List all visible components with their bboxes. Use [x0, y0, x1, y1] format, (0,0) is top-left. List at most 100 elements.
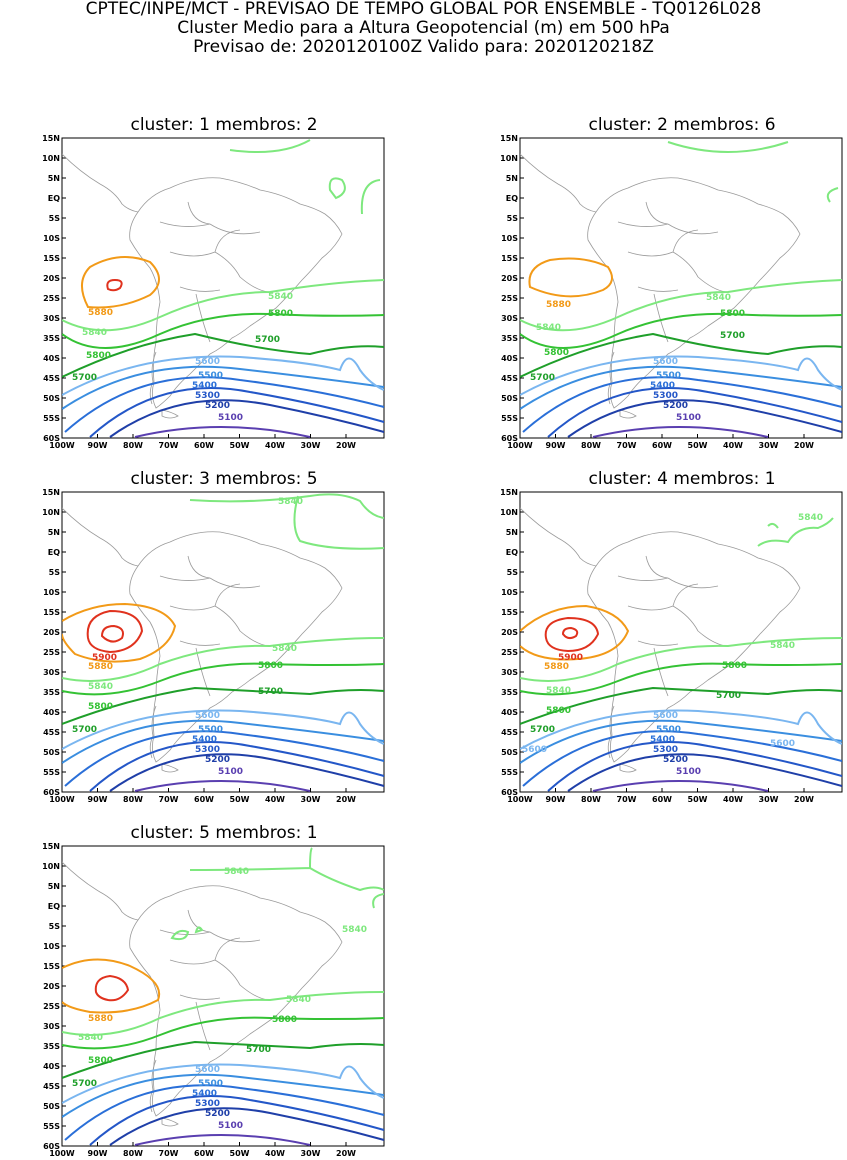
- lat-tick-label: 15N: [42, 488, 60, 497]
- contour-5600: [62, 1063, 384, 1104]
- lat-tick-label: 35S: [43, 334, 60, 343]
- lat-tick-label: 50S: [501, 394, 518, 403]
- label-5880: 5880: [546, 300, 571, 310]
- label-5300: 5300: [653, 391, 678, 401]
- lat-tick-label: 5N: [506, 174, 518, 183]
- label-5800a: 5800: [544, 348, 569, 358]
- label-5700b: 5700: [258, 687, 283, 697]
- lon-tick-label: 80W: [581, 441, 601, 450]
- contour-5200: [109, 1107, 384, 1146]
- lon-tick-label: 100W: [507, 795, 533, 804]
- lon-tick-label: 50W: [230, 1149, 250, 1158]
- lat-tick-label: 40S: [43, 354, 60, 363]
- lat-tick-label: 45S: [43, 728, 60, 737]
- label-5400: 5400: [192, 381, 217, 391]
- frame-border: [61, 137, 385, 439]
- lon-tick-label: 40W: [265, 441, 285, 450]
- coastline: [161, 1117, 179, 1127]
- contour-5200: [567, 753, 842, 792]
- contour-5840-north: [757, 517, 834, 547]
- lon-tick-label: 50W: [688, 795, 708, 804]
- lat-tick-label: 25S: [43, 294, 60, 303]
- label-5800b: 5800: [720, 309, 745, 319]
- label-5880: 5880: [88, 662, 113, 672]
- map-svg: cluster: 2 membros: 6 15N 10N 5N EQ 5S 10S 15S…: [500, 115, 843, 450]
- label-5500: 5500: [656, 725, 681, 735]
- lat-tick-label: 10N: [500, 154, 518, 163]
- lat-tick-label: 15S: [43, 254, 60, 263]
- label-5300: 5300: [195, 1099, 220, 1109]
- panel-title: cluster: 3 membros: 5: [130, 469, 317, 489]
- header-line-3: Previsao de: 2020120100Z Valido para: 20…: [193, 37, 654, 57]
- coastline: [159, 909, 269, 1051]
- lat-tick-label: 20S: [43, 982, 60, 991]
- contour-5840-north: [667, 141, 839, 203]
- lat-tick-label: 50S: [43, 394, 60, 403]
- contour-5900: [544, 616, 600, 653]
- map-frame: 15N 10N 5N EQ 5S 10S 15S 20S 25S 30S 35S 40S 45S 50S 5…: [500, 488, 843, 804]
- contour-5840: [520, 279, 842, 332]
- lat-tick-label: 60S: [501, 434, 518, 443]
- coastline: [607, 705, 615, 759]
- label-5100: 5100: [676, 413, 701, 423]
- map-svg: cluster: 5 membros: 1 15N 10N 5N EQ 5S 10S 15S…: [42, 823, 385, 1158]
- label-5700a: 5700: [72, 373, 97, 383]
- lat-tick-label: 55S: [43, 414, 60, 423]
- lat-tick-label: 5N: [48, 528, 60, 537]
- lat-tick-label: 25S: [501, 294, 518, 303]
- lon-tick-label: 80W: [123, 441, 143, 450]
- contour-5900: [86, 609, 144, 654]
- contour-5700: [62, 332, 384, 378]
- lat-tick-label: 40S: [501, 708, 518, 717]
- label-5840b: 5840: [706, 293, 731, 303]
- coastlines: [62, 861, 343, 1127]
- lat-tick-label: 15N: [42, 842, 60, 851]
- label-5700b: 5700: [720, 331, 745, 341]
- lon-tick-label: 70W: [159, 1149, 179, 1158]
- lat-tick-label: 15S: [501, 608, 518, 617]
- contour-5100: [592, 780, 769, 792]
- contour-5700: [62, 686, 384, 725]
- coastline: [129, 531, 343, 763]
- lat-tick-label: 30S: [43, 1022, 60, 1031]
- coastline: [587, 531, 801, 763]
- contour-5500: [62, 719, 384, 764]
- coastline: [607, 351, 615, 405]
- coastline: [149, 1059, 157, 1113]
- label-5880: 5880: [544, 662, 569, 672]
- lat-tick-label: 55S: [501, 768, 518, 777]
- contour-5500: [62, 365, 384, 410]
- lat-tick-label: 15S: [501, 254, 518, 263]
- map-svg: cluster: 1 membros: 2 15N 10N 5N EQ 5S 10S 15S…: [42, 115, 385, 450]
- contour-5300: [89, 1095, 384, 1146]
- label-5900: 5900: [558, 653, 583, 663]
- coastline: [617, 555, 727, 697]
- lon-tick-label: 40W: [723, 795, 743, 804]
- lon-tick-label: 90W: [88, 795, 108, 804]
- lon-tick-label: 60W: [194, 795, 214, 804]
- contour-5800: [62, 312, 384, 349]
- lat-tick-label: 40S: [501, 354, 518, 363]
- label-5100: 5100: [676, 767, 701, 777]
- label-5840a: 5840: [88, 682, 113, 692]
- lat-tick-label: EQ: [506, 194, 518, 203]
- label-5840a: 5840: [536, 323, 561, 333]
- panel-title: cluster: 5 membros: 1: [130, 823, 317, 843]
- contour-5880: [528, 257, 613, 298]
- frame-border: [519, 137, 843, 439]
- lat-tick-label: 25S: [43, 1002, 60, 1011]
- coastline: [149, 705, 157, 759]
- lat-tick-label: 60S: [501, 788, 518, 797]
- lat-tick-label: 30S: [43, 314, 60, 323]
- frame-border: [519, 491, 843, 793]
- lat-tick-label: 60S: [43, 434, 60, 443]
- contour-5900: [94, 974, 130, 1002]
- contour-5840-north: [189, 493, 384, 550]
- contour-5500: [62, 1073, 384, 1118]
- map-frame: 15N 10N 5N EQ 5S 10S 15S 20S 25S 30S 35S 40S 45S 50S 5…: [500, 134, 843, 450]
- lon-tick-label: 100W: [49, 795, 75, 804]
- lat-tick-label: 35S: [501, 334, 518, 343]
- lat-tick-label: 45S: [501, 728, 518, 737]
- lat-tick-label: 30S: [501, 314, 518, 323]
- label-5500: 5500: [198, 371, 223, 381]
